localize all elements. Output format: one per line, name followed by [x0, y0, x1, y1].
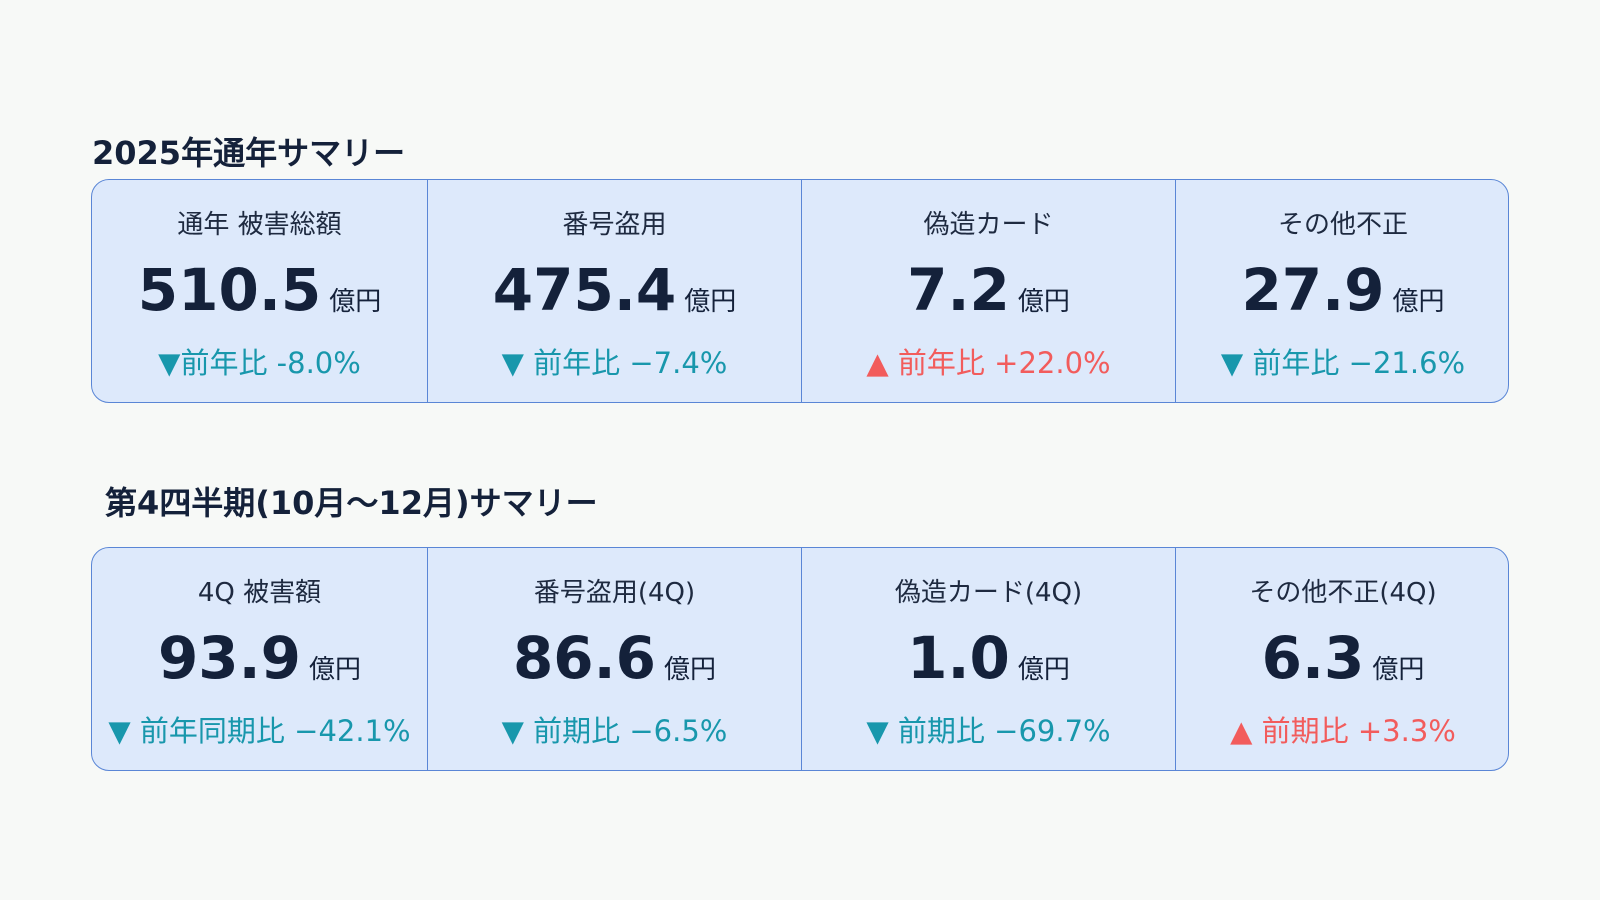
card-change: ▲ 前年比 +22.0%: [866, 346, 1111, 380]
kpi-card: 番号盗用(4Q) 86.6 億円 ▼ 前期比 −6.5%: [427, 548, 801, 770]
card-unit: 億円: [329, 287, 382, 317]
value-row: 27.9 億円: [1176, 256, 1508, 324]
kpi-card: その他不正 27.9 億円 ▼ 前年比 −21.6%: [1175, 180, 1508, 402]
kpi-card: 偽造カード 7.2 億円 ▲ 前年比 +22.0%: [801, 180, 1175, 402]
card-value: 1.0: [907, 624, 1010, 692]
card-unit: 億円: [1017, 287, 1070, 317]
card-label: 偽造カード: [923, 210, 1054, 240]
card-label: 番号盗用(4Q): [533, 578, 696, 608]
value-row: 7.2 億円: [802, 256, 1175, 324]
section-title: 2025年通年サマリー: [92, 134, 406, 172]
card-change: ▼前年比 -8.0%: [158, 346, 361, 380]
card-label: 偽造カード(4Q): [894, 578, 1083, 608]
card-value: 7.2: [907, 256, 1010, 324]
card-group: 4Q 被害額 93.9 億円 ▼ 前年同期比 −42.1% 番号盗用(4Q) 86.6 億円…: [91, 547, 1509, 771]
card-change: ▼ 前年同期比 −42.1%: [108, 714, 411, 748]
card-unit: 億円: [1017, 655, 1070, 685]
kpi-card: その他不正(4Q) 6.3 億円 ▲ 前期比 +3.3%: [1175, 548, 1508, 770]
card-label: その他不正(4Q): [1249, 578, 1437, 608]
value-row: 1.0 億円: [802, 624, 1175, 692]
kpi-card: 通年 被害総額 510.5 億円 ▼前年比 -8.0%: [92, 180, 427, 402]
card-label: その他不正: [1277, 210, 1408, 240]
card-label: 4Q 被害額: [197, 578, 322, 608]
value-row: 86.6 億円: [428, 624, 801, 692]
card-unit: 億円: [684, 287, 737, 317]
kpi-card: 4Q 被害額 93.9 億円 ▼ 前年同期比 −42.1%: [92, 548, 427, 770]
card-value: 6.3: [1261, 624, 1365, 692]
card-change: ▼ 前期比 −6.5%: [501, 714, 728, 748]
card-unit: 億円: [664, 655, 717, 685]
kpi-card: 番号盗用 475.4 億円 ▼ 前年比 −7.4%: [427, 180, 801, 402]
kpi-card: 偽造カード(4Q) 1.0 億円 ▼ 前期比 −69.7%: [801, 548, 1175, 770]
card-group: 通年 被害総額 510.5 億円 ▼前年比 -8.0% 番号盗用 475.4 億円 ▼ 前年比…: [91, 179, 1509, 403]
value-row: 6.3 億円: [1176, 624, 1508, 692]
card-value: 93.9: [157, 624, 302, 692]
value-row: 93.9 億円: [92, 624, 427, 692]
card-change: ▼ 前期比 −69.7%: [866, 714, 1111, 748]
card-change: ▼ 前年比 −21.6%: [1220, 346, 1466, 380]
card-label: 通年 被害総額: [177, 210, 342, 240]
card-value: 86.6: [512, 624, 657, 692]
card-change: ▲ 前期比 +3.3%: [1230, 714, 1456, 748]
card-change: ▼ 前年比 −7.4%: [501, 346, 728, 380]
card-value: 27.9: [1241, 256, 1385, 324]
card-unit: 億円: [1392, 287, 1445, 317]
card-value: 510.5: [137, 256, 322, 324]
card-unit: 億円: [309, 655, 362, 685]
card-unit: 億円: [1372, 655, 1425, 685]
card-label: 番号盗用: [562, 210, 667, 240]
section-title: 第4四半期(10月～12月)サマリー: [105, 484, 598, 522]
value-row: 475.4 億円: [428, 256, 801, 324]
card-value: 475.4: [492, 256, 677, 324]
value-row: 510.5 億円: [92, 256, 427, 324]
